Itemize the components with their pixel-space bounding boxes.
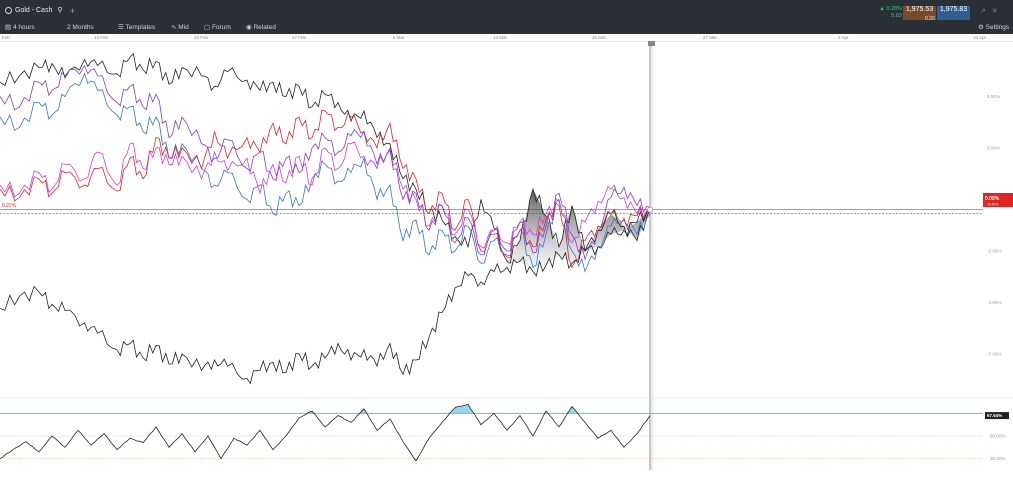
- current-value-label: 0.00%: [985, 196, 1000, 202]
- date-tick: 27 Mar: [703, 35, 718, 40]
- candles-icon: ▤: [5, 24, 12, 31]
- date-tick: 20 Mar: [592, 35, 607, 40]
- line-icon: ∿: [171, 24, 177, 31]
- rsi-overbought-fill: [572, 406, 576, 414]
- bid-price: 1,975.53: [905, 6, 934, 13]
- related-label: Related: [253, 24, 276, 31]
- rsi-tick-label: 30.00%: [990, 456, 1006, 461]
- range-label: 2 Months: [67, 24, 94, 31]
- related-button[interactable]: ◉ Related: [246, 22, 276, 34]
- current-value-tag: [983, 193, 1013, 207]
- settings-label: Settings: [985, 24, 1010, 31]
- add-tab-button[interactable]: +: [70, 6, 76, 16]
- mid-label: Mid: [178, 24, 189, 31]
- price-change: ▲ 0.28% 5.83: [870, 6, 902, 20]
- date-tick: 27 Feb: [292, 35, 307, 40]
- bid-price-button[interactable]: 1,975.53: [903, 6, 936, 20]
- rsi-tick-label: 50.00%: [990, 434, 1006, 439]
- y-tick-label: 5.50%: [987, 94, 1000, 99]
- symbol-title[interactable]: Gold - Cash ⚲: [5, 5, 62, 17]
- rsi-overbought-fill: [461, 405, 465, 414]
- y-tick-label: -2.00%: [987, 248, 1002, 253]
- chat-icon: ▢: [204, 24, 211, 31]
- crosshair-handle[interactable]: [648, 41, 655, 46]
- date-tick: 13 Mar: [493, 35, 508, 40]
- series-line-1: [0, 72, 651, 273]
- main-series-group: [0, 52, 651, 385]
- forum-label: Forum: [211, 24, 231, 31]
- date-tick: 3 Apr: [838, 35, 849, 40]
- gear-icon: ⚙: [978, 24, 984, 31]
- templates-icon: ☰: [118, 24, 124, 31]
- date-tick: 6 Mar: [393, 35, 405, 40]
- range-selector[interactable]: 2 Months: [67, 22, 94, 34]
- mid-button[interactable]: ∿ Mid: [171, 22, 189, 34]
- change-percent: ▲ 0.28%: [879, 6, 902, 12]
- y-tick-label: -7.00%: [987, 351, 1002, 356]
- search-icon[interactable]: ⚲: [57, 7, 63, 14]
- spread-value: 0.30: [925, 16, 935, 22]
- interval-label: 4 hours: [12, 24, 35, 31]
- rsi-overbought-fill: [448, 411, 452, 414]
- left-zero-label: 0.22%: [2, 203, 17, 209]
- symbol-name: Gold - Cash: [15, 7, 53, 14]
- templates-button[interactable]: ☰ Templates: [118, 22, 155, 34]
- info-icon[interactable]: [5, 6, 12, 14]
- top-bar: Gold - Cash ⚲ + ▲ 0.28% 5.83 1,975.53 1,…: [0, 0, 1013, 22]
- date-tick: 20 Feb: [194, 35, 209, 40]
- current-sub-label: -0.40%: [987, 203, 999, 207]
- rsi-current-tag: [985, 412, 1009, 420]
- date-axis: Feb 13 Feb 20 Feb 27 Feb 6 Mar 13 Mar 20…: [0, 34, 1013, 42]
- rsi-overbought-fill: [455, 406, 459, 414]
- date-tick: 13 Feb: [94, 35, 109, 40]
- forum-button[interactable]: ▢ Forum: [204, 22, 231, 34]
- rsi-overbought-fill: [468, 404, 472, 414]
- rsi-line: [0, 403, 651, 462]
- ask-price: 1,975.83: [939, 6, 968, 13]
- change-absolute: 5.83: [891, 13, 902, 19]
- rsi-overbought-fill: [464, 404, 468, 414]
- rsi-current-label: 67.64%: [987, 413, 1002, 418]
- window-controls[interactable]: ↗ ✕: [980, 8, 1000, 15]
- current-point-marker: [647, 206, 653, 213]
- y-tick-label: -4.50%: [987, 300, 1002, 305]
- series-line-2: [0, 110, 651, 269]
- templates-label: Templates: [125, 24, 156, 31]
- date-tick: Feb: [2, 35, 10, 40]
- eye-icon: ◉: [246, 24, 252, 31]
- main-y-axis: 5.50% 3.00% 0.50% -2.00% -4.50% -7.00%: [987, 94, 1002, 356]
- ask-price-button[interactable]: 1,975.83: [937, 6, 970, 20]
- series-line-3: [0, 141, 651, 249]
- series-line-4: [0, 64, 651, 261]
- rsi-overbought-fill: [458, 406, 462, 414]
- rsi-fill-group: [305, 404, 579, 461]
- y-tick-label: 3.00%: [987, 145, 1000, 150]
- interval-selector[interactable]: ▤ 4 hours: [5, 22, 35, 34]
- series-line-5: [0, 209, 651, 385]
- date-tick: 10 Apr: [973, 35, 987, 40]
- settings-button[interactable]: ⚙ Settings: [978, 22, 1009, 34]
- chart-toolbar: ▤ 4 hours 2 Months ☰ Templates ∿ Mid ▢ F…: [0, 22, 1013, 34]
